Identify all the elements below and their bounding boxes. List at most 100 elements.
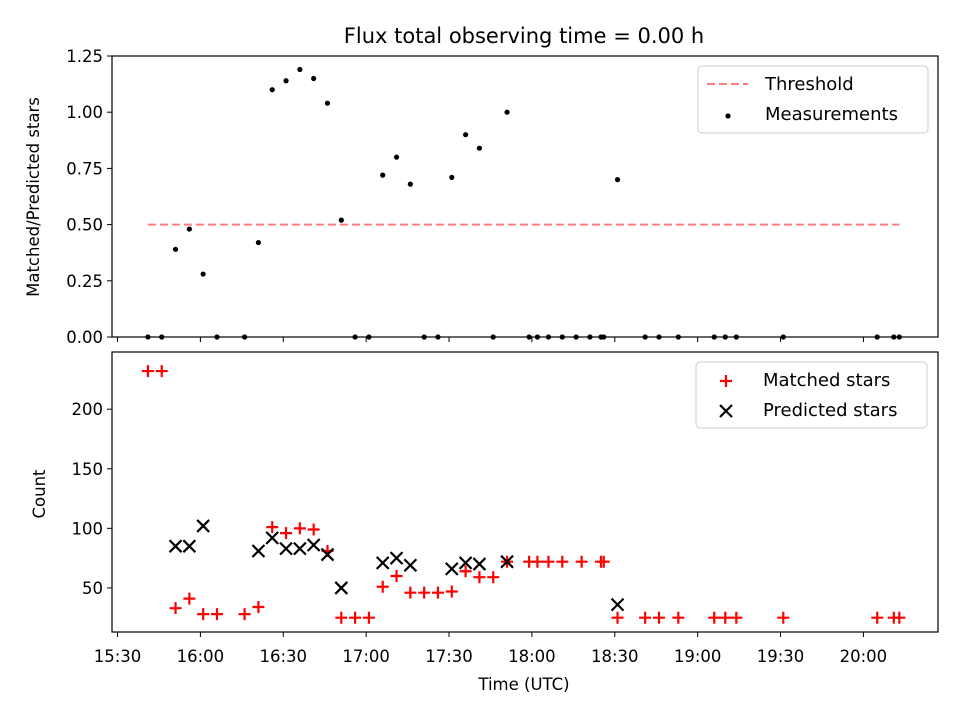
matched-star-point [871, 611, 884, 624]
bottom-y-tick-label: 200 [72, 400, 104, 419]
bottom-legend: Matched stars Predicted stars [695, 361, 928, 429]
predicted-star-point [389, 551, 404, 565]
x-tick-label: 18:00 [508, 647, 556, 666]
measurement-point [380, 172, 386, 178]
matched-star-point [197, 608, 210, 621]
matched-star-point [293, 522, 306, 535]
predicted-star-point [458, 556, 473, 570]
predicted-star-point [500, 554, 514, 569]
measurement-point [711, 334, 717, 340]
matched-star-point [597, 555, 610, 568]
measurement-point [573, 334, 579, 340]
measurement-point [393, 154, 400, 160]
predicted-star-point [610, 597, 625, 612]
matched-star-point [307, 523, 320, 536]
matched-star-point [531, 555, 544, 568]
measurement-point [656, 334, 662, 340]
matched-star-point [141, 365, 154, 378]
matched-star-point [708, 611, 721, 624]
measurement-point [587, 334, 593, 340]
matched-star-point [183, 592, 196, 605]
matched-star-point [487, 571, 500, 584]
measurement-point [311, 75, 317, 82]
x-tick-label: 15:30 [94, 647, 142, 666]
matched-star-point [473, 571, 486, 584]
matched-star-point [362, 611, 375, 624]
top-y-tick-label: 0.75 [66, 159, 103, 178]
x-tick-label: 16:30 [259, 647, 307, 666]
bottom-legend-frame [695, 361, 928, 429]
bottom-y-tick-label: 150 [72, 460, 104, 479]
matched-star-point [459, 565, 472, 578]
matched-star-point [238, 608, 251, 621]
bottom-y-axis: 50 100 150 200 [72, 400, 112, 598]
x-tick-label: 19:00 [674, 647, 722, 666]
predicted-star-point [251, 544, 266, 558]
measurement-point [601, 334, 607, 340]
bottom-plot-frame [111, 351, 939, 633]
x-tick-label: 19:30 [757, 647, 805, 666]
matched-star-point [652, 611, 665, 624]
matched-star-point [349, 611, 362, 624]
measurement-point [159, 334, 165, 340]
predicted-star-point [445, 562, 459, 576]
matched-star-point [575, 555, 588, 568]
matched-star-point [730, 611, 743, 624]
matched-star-point [169, 602, 182, 615]
measurement-point [545, 334, 552, 340]
threshold-legend-label: Threshold [764, 74, 854, 95]
matched-star-point [210, 608, 223, 621]
bottom-y-tick-label: 50 [82, 579, 103, 598]
top-y-axis: 0.00 0.25 0.50 0.75 1.00 1.25 [66, 47, 112, 347]
measurement-point [366, 334, 372, 340]
measurement-point [614, 177, 621, 183]
matched-star-point [639, 611, 652, 624]
x-tick-label: 17:00 [342, 647, 390, 666]
matched-star-point [445, 585, 458, 598]
bottom-x-axis: 15:30 16:00 16:30 17:00 17:30 18:00 18:30 19:00… [94, 632, 887, 666]
x-tick-label: 17:30 [425, 647, 473, 666]
matched-star-point [252, 600, 265, 613]
measurement-point [283, 78, 289, 84]
measurement-point [242, 334, 248, 340]
measurement-point [526, 334, 532, 340]
predicted-stars-legend-swatch [719, 404, 733, 418]
measurement-point [490, 334, 496, 340]
measurement-point [504, 109, 510, 115]
measurement-point [352, 334, 358, 340]
predicted-star-point [472, 557, 487, 571]
matched-star-point [431, 586, 444, 599]
matched-star-point [556, 555, 569, 568]
predicted-stars-legend-label: Predicted stars [763, 400, 897, 421]
measurement-point [297, 66, 303, 73]
measurement-point [559, 334, 565, 340]
predicted-star-point [403, 558, 418, 573]
top-x-axis [117, 337, 864, 342]
measurements-legend-swatch [725, 113, 731, 119]
x-axis-label: Time (UTC) [477, 675, 569, 694]
measurement-point [172, 246, 179, 252]
predicted-star-point [168, 539, 183, 553]
top-y-axis-label: Matched/Predicted stars [24, 97, 43, 297]
measurement-point [722, 334, 728, 340]
measurement-point [186, 226, 192, 232]
measurement-point [324, 100, 331, 106]
measurement-point [269, 87, 275, 93]
top-y-tick-label: 1.00 [66, 103, 103, 122]
x-tick-label: 18:30 [591, 647, 639, 666]
matched-star-point [280, 527, 293, 540]
predicted-star-point [265, 531, 280, 545]
matched-star-point [418, 586, 431, 599]
matched-star-point [335, 611, 348, 624]
x-tick-label: 16:00 [177, 647, 225, 666]
matched-star-point [390, 570, 403, 582]
matched-stars-legend-label: Matched stars [763, 370, 890, 391]
matched-star-point [155, 365, 168, 378]
top-plot-area [145, 66, 902, 340]
bottom-y-tick-label: 100 [72, 519, 104, 538]
measurements-legend-label: Measurements [765, 104, 898, 125]
measurement-point [534, 334, 541, 340]
matched-star-point [542, 555, 555, 568]
measurement-point [891, 334, 897, 340]
predicted-star-point [182, 539, 197, 553]
